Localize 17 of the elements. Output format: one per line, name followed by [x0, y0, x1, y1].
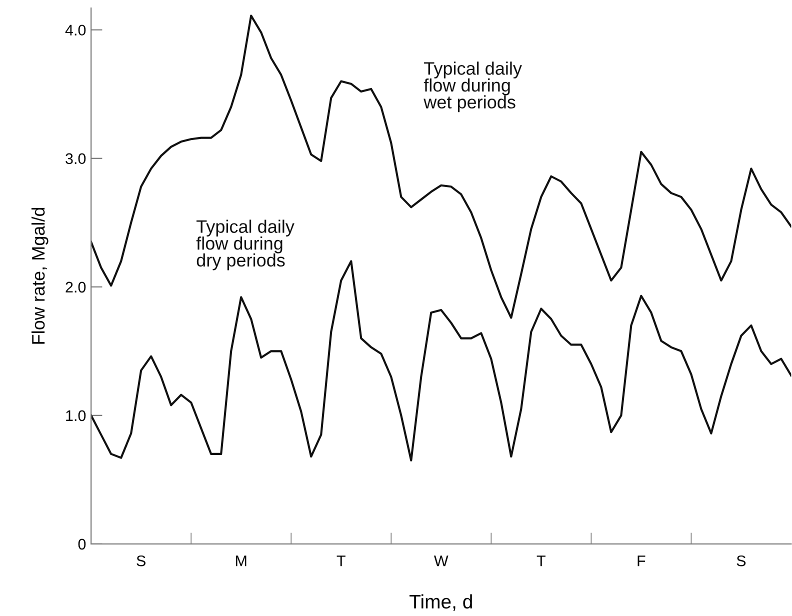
y-tick-label: 4.0	[65, 24, 86, 36]
x-tick-label: M	[236, 556, 246, 566]
y-tick-label: 1.0	[66, 410, 86, 422]
y-tick-label: 2.0	[66, 282, 86, 293]
x-axis-title: Time, d	[410, 594, 472, 611]
x-tick-label: S	[136, 555, 146, 566]
y-tick-label: 3.0	[66, 153, 86, 164]
x-tick-label: T	[536, 556, 546, 566]
line-series	[91, 14, 792, 319]
x-tick-label: F	[638, 556, 646, 566]
text: Typical daily flow during dry periods	[196, 220, 294, 270]
y-tick-label: 0	[78, 538, 86, 550]
x-tick-label: S	[736, 555, 746, 566]
x-tick-label: T	[336, 556, 346, 566]
x-tick-label: W	[434, 556, 448, 566]
y-axis-title: Flow rate, Mgal/d	[31, 208, 48, 344]
text: Typical daily flow during wet periods	[424, 62, 522, 112]
